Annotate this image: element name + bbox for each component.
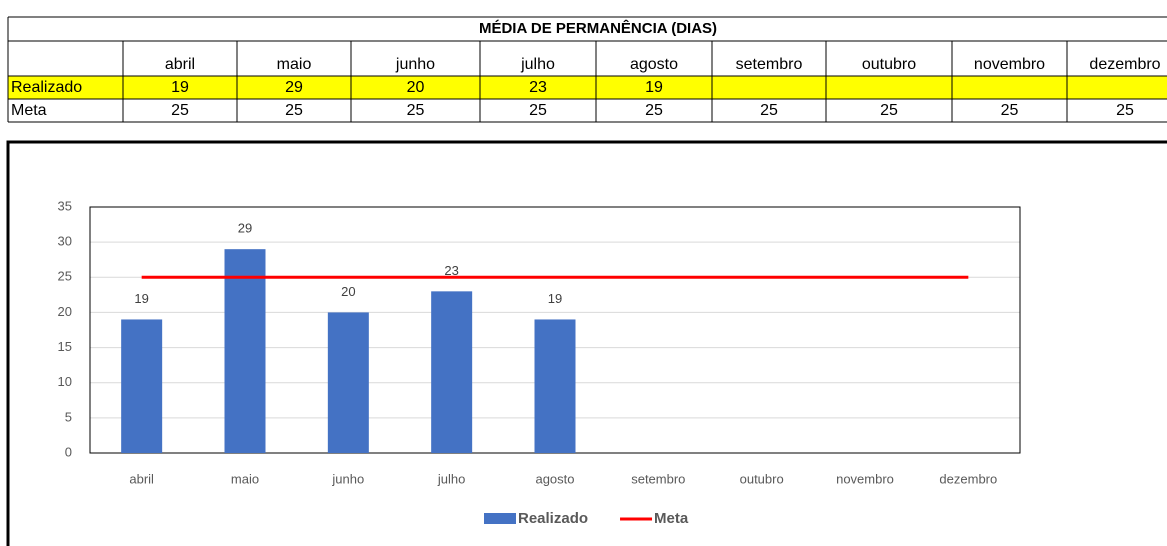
y-tick-label: 20 xyxy=(58,304,72,319)
x-tick-label: agosto xyxy=(535,471,574,486)
table-cell: 29 xyxy=(285,79,303,96)
x-tick-label: novembro xyxy=(836,471,894,486)
y-tick-label: 0 xyxy=(65,444,72,459)
y-tick-label: 5 xyxy=(65,409,72,424)
table-cell: 20 xyxy=(407,79,425,96)
data-label: 23 xyxy=(444,263,458,278)
month-header: outubro xyxy=(862,56,916,73)
y-tick-label: 25 xyxy=(58,269,72,284)
data-label: 19 xyxy=(548,291,562,306)
y-tick-label: 30 xyxy=(58,234,72,249)
bar xyxy=(431,291,473,453)
realizado-row-bg xyxy=(8,76,1167,99)
table-cell: 25 xyxy=(1001,102,1019,119)
legend-label: Meta xyxy=(654,510,689,527)
data-label: 29 xyxy=(238,221,252,236)
bar xyxy=(224,249,266,453)
table-cell: 19 xyxy=(171,79,189,96)
bar xyxy=(327,312,369,453)
month-header: novembro xyxy=(974,56,1045,73)
bar xyxy=(534,319,576,453)
y-tick-label: 15 xyxy=(58,339,72,354)
table-title: MÉDIA DE PERMANÊNCIA (DIAS) xyxy=(479,19,717,37)
x-tick-label: maio xyxy=(231,471,259,486)
table-cell: 23 xyxy=(529,79,547,96)
x-tick-label: setembro xyxy=(631,471,685,486)
x-tick-label: junho xyxy=(331,471,364,486)
row-label: Meta xyxy=(11,102,47,119)
x-tick-label: outubro xyxy=(740,471,784,486)
data-label: 19 xyxy=(134,291,148,306)
y-tick-label: 10 xyxy=(58,374,72,389)
bar xyxy=(121,319,163,453)
legend-label: Realizado xyxy=(518,510,588,527)
month-header: setembro xyxy=(736,56,803,73)
table-cell: 25 xyxy=(171,102,189,119)
legend-swatch xyxy=(484,513,516,524)
data-label: 20 xyxy=(341,284,355,299)
month-header: dezembro xyxy=(1089,56,1160,73)
x-tick-label: dezembro xyxy=(939,471,997,486)
month-header: maio xyxy=(277,56,312,73)
month-header: junho xyxy=(395,56,435,73)
month-header: agosto xyxy=(630,56,678,73)
month-header: abril xyxy=(165,56,195,73)
table-cell: 25 xyxy=(1116,102,1134,119)
x-tick-label: julho xyxy=(437,471,465,486)
x-tick-label: abril xyxy=(129,471,154,486)
y-tick-label: 35 xyxy=(58,198,72,213)
table-cell: 25 xyxy=(285,102,303,119)
table-cell: 25 xyxy=(529,102,547,119)
table-cell: 25 xyxy=(407,102,425,119)
table-cell: 25 xyxy=(760,102,778,119)
row-label: Realizado xyxy=(11,79,82,96)
table-cell: 25 xyxy=(880,102,898,119)
month-header: julho xyxy=(520,56,555,73)
chart-frame xyxy=(6,140,1167,546)
table-cell: 19 xyxy=(645,79,663,96)
table-cell: 25 xyxy=(645,102,663,119)
